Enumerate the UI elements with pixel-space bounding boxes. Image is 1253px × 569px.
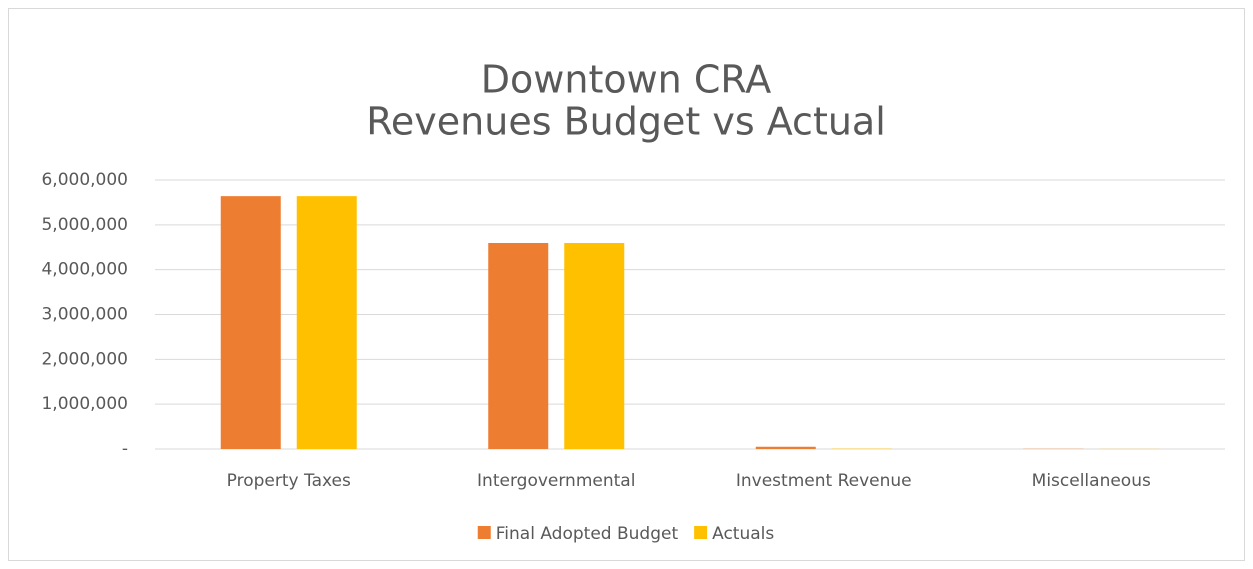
x-tick-label: Miscellaneous: [1032, 471, 1151, 491]
y-tick-label: 5,000,000: [41, 215, 128, 235]
bar: [564, 242, 625, 449]
y-tick-label: -: [122, 439, 128, 459]
y-tick-label: 3,000,000: [41, 305, 128, 325]
legend-label: Actuals: [712, 524, 774, 544]
bar: [220, 196, 281, 449]
bar: [755, 446, 816, 449]
y-tick-label: 6,000,000: [41, 170, 128, 190]
legend: Final Adopted Budget Actuals: [477, 524, 774, 544]
legend-swatch: [477, 526, 491, 539]
legend-label: Final Adopted Budget: [496, 524, 679, 544]
x-tick-label: Investment Revenue: [736, 471, 912, 491]
chart-title: Revenues Budget vs Actual: [366, 100, 886, 144]
x-tick-label: Intergovernmental: [477, 471, 635, 491]
legend-swatch: [694, 526, 708, 539]
chart-border: [8, 8, 1245, 561]
y-tick-label: 4,000,000: [41, 260, 128, 280]
bar: [488, 242, 549, 449]
bar: [296, 196, 357, 449]
y-tick-label: 2,000,000: [41, 349, 128, 369]
x-tick-label: Property Taxes: [227, 471, 351, 491]
chart-title: Downtown CRA: [481, 58, 771, 102]
y-tick-label: 1,000,000: [41, 394, 128, 414]
